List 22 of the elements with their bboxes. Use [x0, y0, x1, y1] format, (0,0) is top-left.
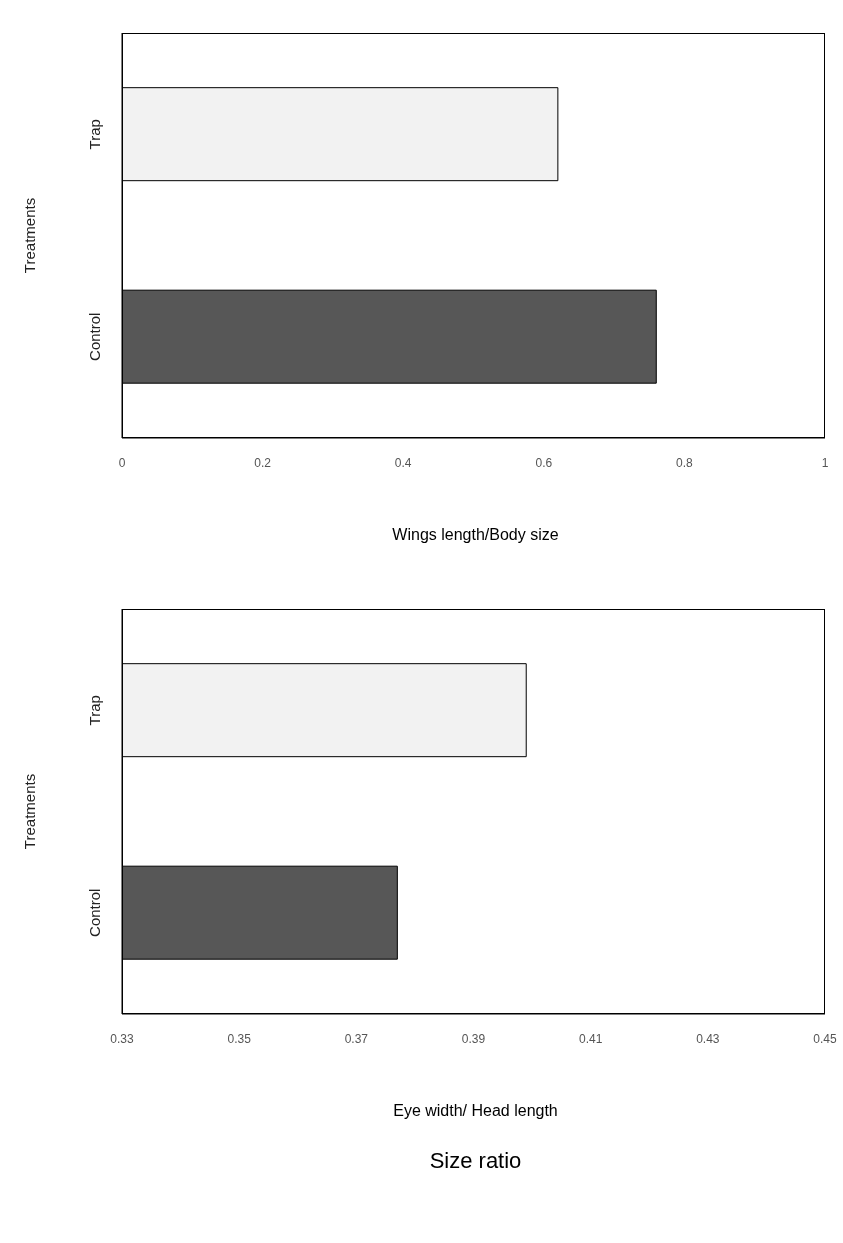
x-axis-title: Wings length/Body size [391, 526, 560, 544]
y-tick-label: Trap [86, 695, 103, 726]
x-tick-label: 0 [118, 455, 126, 470]
x-tick-label: 0.39 [461, 1031, 486, 1046]
y-tick-label: Control [86, 312, 103, 361]
x-tick-label: 0.33 [110, 1031, 134, 1046]
x-tick-label: 0.37 [344, 1031, 369, 1046]
y-axis-title: Treatments [21, 197, 39, 274]
x-tick-label: 0.35 [227, 1031, 252, 1046]
x-tick-label: 0.2 [254, 455, 272, 470]
x-tick-label: 0.43 [696, 1031, 720, 1046]
y-tick-label: Trap [86, 119, 103, 150]
y-axis-title: Treatments [21, 773, 39, 850]
x-tick-label: 0.45 [813, 1031, 837, 1046]
x-tick-label: 0.41 [578, 1031, 603, 1046]
x-tick-label: 1 [821, 455, 829, 470]
x-tick-label: 0.6 [535, 455, 553, 470]
x-tick-label: 0.8 [676, 455, 694, 470]
y-tick-label: Control [86, 888, 103, 937]
x-tick-label: 0.4 [394, 455, 412, 470]
text: Size ratio [428, 1148, 523, 1174]
x-axis-title: Eye width/ Head length [392, 1102, 559, 1120]
